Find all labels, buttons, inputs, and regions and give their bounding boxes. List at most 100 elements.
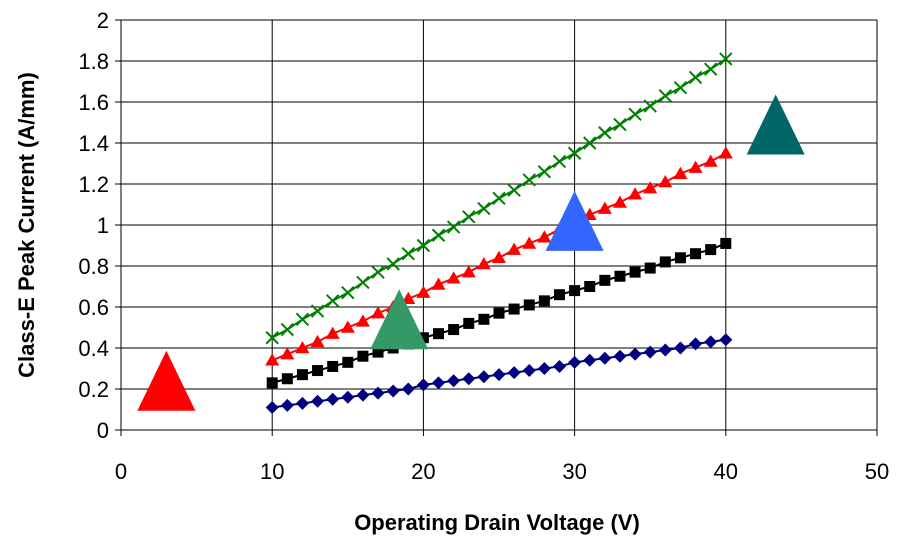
triangle-marker xyxy=(371,306,386,319)
triangle-marker xyxy=(295,341,310,354)
triangle-marker xyxy=(461,265,476,278)
diamond-marker xyxy=(311,394,325,408)
square-marker xyxy=(372,346,384,358)
y-tick-label: 1.8 xyxy=(78,49,109,74)
x-marker xyxy=(341,285,355,300)
square-marker xyxy=(266,377,278,389)
x-marker-stroke xyxy=(310,304,325,318)
x-marker-stroke xyxy=(371,265,385,279)
square-marker xyxy=(342,356,354,368)
square-marker xyxy=(296,369,308,381)
y-tick-label: 0.2 xyxy=(78,377,109,402)
x-tick-label: 40 xyxy=(714,459,738,484)
triangle-marker xyxy=(703,154,718,167)
diamond-marker xyxy=(401,382,415,396)
x-marker-stroke xyxy=(356,275,370,290)
square-marker xyxy=(508,303,520,315)
x-marker-stroke xyxy=(492,191,506,206)
x-marker-stroke xyxy=(325,294,340,308)
square-marker xyxy=(478,313,490,325)
series-4 xyxy=(265,52,733,345)
diamond-marker xyxy=(416,378,430,392)
x-tick-label: 0 xyxy=(115,459,127,484)
square-marker xyxy=(584,281,596,292)
x-tick-label: 10 xyxy=(260,459,284,484)
diamond-marker xyxy=(386,384,400,398)
large-triangle-marker xyxy=(137,350,196,411)
triangle-marker xyxy=(718,146,733,159)
x-marker xyxy=(325,294,340,308)
x-marker-stroke xyxy=(386,257,400,271)
x-marker-stroke xyxy=(295,312,310,327)
x-marker-stroke xyxy=(688,70,703,85)
x-tick-label: 30 xyxy=(562,459,586,484)
series-layer xyxy=(265,52,733,414)
y-tick-labels: 0 0.2 0.4 0.6 0.8 1 1.2 1.4 1.6 1.8 2 xyxy=(78,8,109,443)
triangle-marker xyxy=(446,271,461,284)
triangle-marker xyxy=(522,236,537,249)
x-marker xyxy=(265,331,279,345)
diamond-marker xyxy=(477,370,491,384)
square-marker xyxy=(629,266,641,278)
triangle-marker xyxy=(492,250,506,264)
x-marker-stroke xyxy=(658,89,673,103)
triangle-marker xyxy=(280,347,295,360)
x-marker xyxy=(416,238,431,253)
square-marker xyxy=(312,365,324,377)
diamond-marker xyxy=(583,353,597,367)
y-tick-label: 0.8 xyxy=(78,254,109,279)
diamond-marker xyxy=(265,400,279,414)
x-marker xyxy=(567,146,582,160)
x-marker-stroke xyxy=(537,164,552,179)
x-marker-stroke xyxy=(613,117,627,132)
x-marker xyxy=(628,107,642,122)
x-marker-stroke xyxy=(280,322,295,337)
x-marker xyxy=(356,275,370,290)
square-marker xyxy=(599,274,611,286)
x-marker-stroke xyxy=(628,107,642,122)
x-tick-label: 20 xyxy=(411,459,435,484)
x-marker xyxy=(673,80,688,95)
x-marker-stroke xyxy=(643,99,657,113)
x-marker-stroke xyxy=(446,220,461,234)
triangle-marker xyxy=(643,181,658,194)
triangle-marker xyxy=(612,195,627,208)
diamond-marker xyxy=(447,374,461,388)
x-marker xyxy=(507,183,521,197)
triangle-marker xyxy=(673,166,688,179)
square-marker xyxy=(523,299,535,311)
x-marker xyxy=(371,265,385,279)
x-marker-stroke xyxy=(552,154,567,169)
diamond-marker xyxy=(689,337,703,351)
diamond-marker xyxy=(658,343,672,357)
triangle-marker xyxy=(355,314,370,327)
diamond-marker xyxy=(552,359,566,373)
diamond-marker xyxy=(507,366,521,380)
square-marker xyxy=(659,256,671,268)
x-marker-stroke xyxy=(462,210,476,224)
x-marker xyxy=(537,164,552,179)
diamond-marker xyxy=(537,362,551,375)
diamond-marker xyxy=(371,386,385,400)
y-axis-title: Class-E Peak Current (A/mm) xyxy=(14,72,39,378)
x-marker xyxy=(658,89,673,103)
triangle-marker xyxy=(628,187,643,200)
square-marker xyxy=(433,328,445,340)
triangle-marker xyxy=(658,174,673,188)
large-triangle-marker xyxy=(370,289,429,350)
x-marker-stroke xyxy=(265,331,279,345)
x-marker-stroke xyxy=(583,136,597,150)
x-marker xyxy=(477,201,491,216)
diamond-marker xyxy=(719,333,733,347)
x-marker xyxy=(643,99,657,113)
square-marker xyxy=(448,324,460,336)
x-marker xyxy=(386,257,400,271)
x-marker xyxy=(280,322,295,337)
diamond-marker xyxy=(613,349,627,363)
x-marker-stroke xyxy=(598,126,612,140)
diamond-marker xyxy=(432,376,446,390)
diamond-marker xyxy=(280,398,294,412)
x-marker-stroke xyxy=(477,201,491,216)
series-1 xyxy=(265,333,733,414)
triangle-marker xyxy=(597,201,612,214)
